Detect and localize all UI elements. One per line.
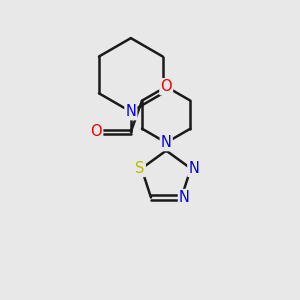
Text: S: S [135, 161, 145, 176]
Text: O: O [160, 79, 172, 94]
Text: N: N [179, 190, 190, 205]
Text: N: N [161, 135, 172, 150]
Text: N: N [125, 104, 136, 119]
Text: O: O [91, 124, 102, 139]
Text: N: N [188, 161, 199, 176]
